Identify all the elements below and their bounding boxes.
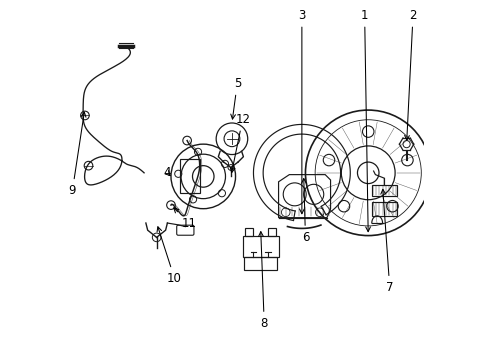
Text: 10: 10 — [157, 227, 182, 285]
Text: 3: 3 — [298, 9, 305, 214]
Text: 6: 6 — [301, 179, 308, 244]
Text: 5: 5 — [230, 77, 241, 119]
Text: 2: 2 — [404, 9, 416, 140]
Text: 4: 4 — [163, 166, 171, 179]
Text: 9: 9 — [68, 112, 86, 197]
Text: 7: 7 — [380, 189, 393, 294]
Text: 12: 12 — [230, 113, 250, 172]
Text: 11: 11 — [173, 208, 196, 230]
Text: 1: 1 — [360, 9, 370, 231]
Text: 8: 8 — [258, 231, 267, 330]
